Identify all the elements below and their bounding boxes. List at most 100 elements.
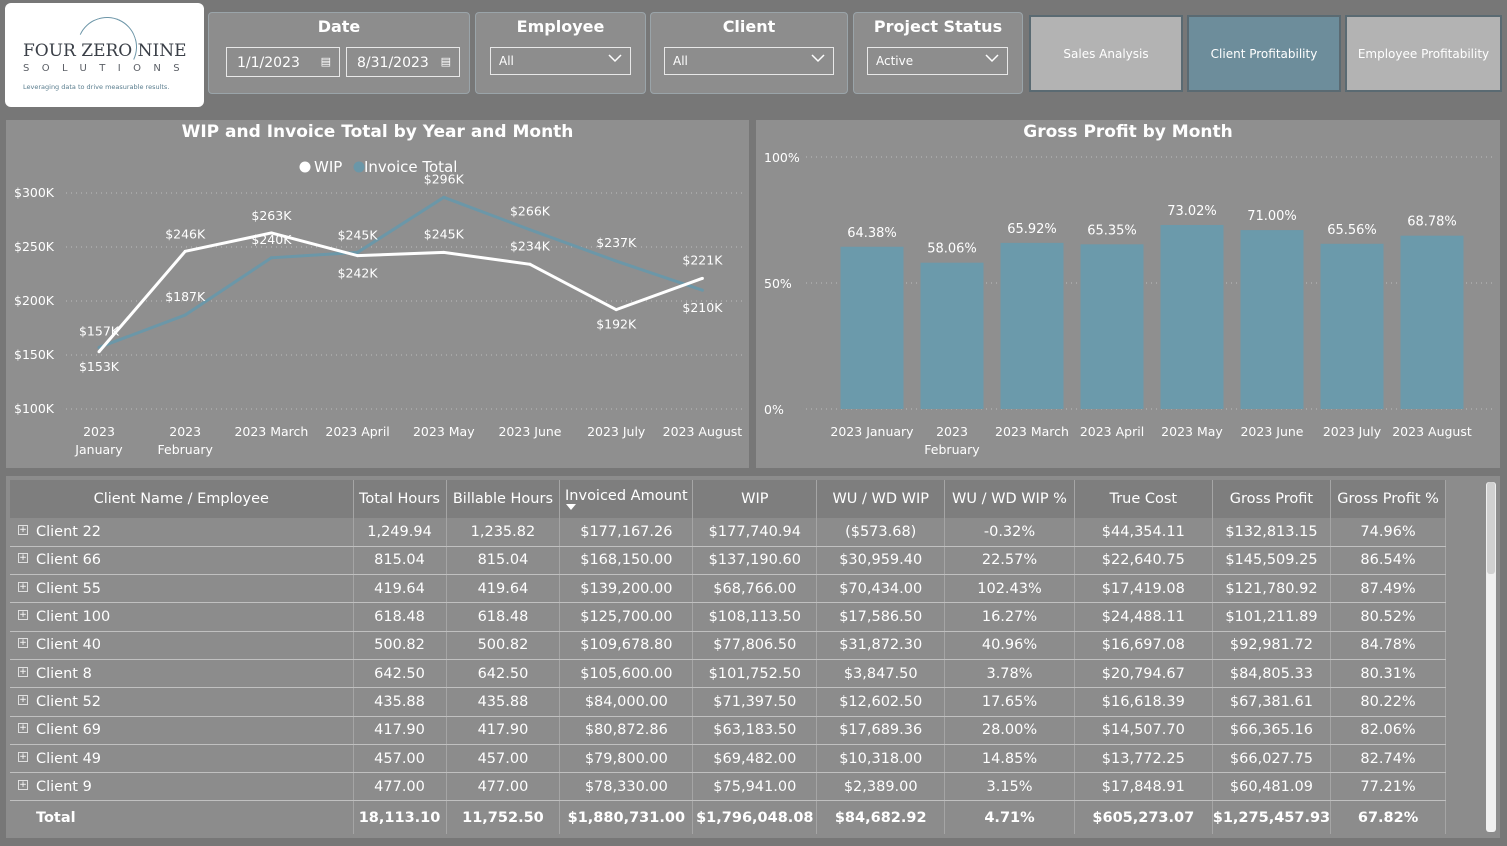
table-cell: $105,600.00	[559, 659, 694, 689]
end-date-input[interactable]: 8/31/2023 ▤	[346, 47, 460, 77]
data-point[interactable]	[97, 345, 101, 349]
project-status-dropdown[interactable]: Active	[867, 47, 1008, 75]
data-point[interactable]	[269, 231, 273, 235]
table-cell: $16,697.08	[1074, 631, 1213, 660]
column-header-wu-wd-wip[interactable]: WU / WD WIP	[816, 480, 946, 518]
data-point[interactable]	[442, 195, 446, 199]
employee-dropdown[interactable]: All	[490, 47, 631, 75]
legend-invoice-marker	[353, 161, 365, 173]
chevron-down-icon[interactable]	[985, 51, 999, 65]
table-cell: $3,847.50	[816, 659, 946, 689]
client-profitability-button[interactable]: Client Profitability	[1187, 15, 1341, 92]
bar[interactable]	[1000, 242, 1064, 409]
expand-icon[interactable]: +	[18, 666, 28, 677]
gross-profit-bar-chart[interactable]: 0% 50% 100% 64.38% 2023 January 58.06% 2023 Feb…	[756, 120, 1500, 468]
wip-data-label: $245K	[424, 226, 465, 241]
series-line-wip[interactable]	[97, 231, 703, 353]
table-row[interactable]: + Client 66 815.04 815.04 $168,150.00 $137,19…	[10, 546, 1446, 576]
chevron-down-icon[interactable]	[811, 51, 825, 65]
table-cell: $63,183.50	[692, 716, 818, 745]
employee-profitability-button[interactable]: Employee Profitability	[1345, 15, 1502, 92]
table-row[interactable]: + Client 22 1,249.94 1,235.82 $177,167.26 $17…	[10, 518, 1446, 547]
column-header-wu-wd-wip-pct[interactable]: WU / WD WIP %	[944, 480, 1075, 518]
table-cell: 16.27%	[944, 602, 1075, 632]
bar[interactable]	[1400, 235, 1464, 409]
wip-data-label: $234K	[510, 238, 551, 253]
table-row[interactable]: + Client 40 500.82 500.82 $109,678.80 $77,806…	[10, 631, 1446, 660]
bar[interactable]	[920, 262, 984, 409]
client-dropdown[interactable]: All	[664, 47, 834, 75]
data-point[interactable]	[614, 308, 618, 312]
x-tick-label: 2023 January	[74, 424, 123, 457]
bar[interactable]	[1320, 243, 1384, 409]
table-row[interactable]: + Client 49 457.00 457.00 $79,800.00 $69,482.…	[10, 744, 1446, 774]
column-header-client[interactable]: Client Name / Employee	[10, 480, 354, 518]
table-cell: $68,766.00	[692, 574, 818, 604]
data-point[interactable]	[269, 256, 273, 260]
expand-icon[interactable]: +	[18, 581, 28, 592]
table-cell: 435.88	[353, 687, 447, 717]
expand-icon[interactable]: +	[18, 610, 28, 621]
table-row[interactable]: + Client 8 642.50 642.50 $105,600.00 $101,752…	[10, 659, 1446, 689]
bar[interactable]	[1080, 244, 1144, 409]
data-point[interactable]	[183, 313, 187, 317]
table-row[interactable]: + Client 69 417.90 417.90 $80,872.86 $63,183.…	[10, 716, 1446, 745]
column-header-invoiced-amount[interactable]: Invoiced Amount	[559, 480, 694, 518]
expand-icon[interactable]: +	[18, 553, 28, 564]
wip-invoice-line-chart[interactable]: $100K $150K $200K $250K $300K WIP Invoice Tota…	[6, 120, 749, 468]
column-header-wip[interactable]: WIP	[692, 480, 818, 518]
expand-icon[interactable]: +	[18, 638, 28, 649]
bar[interactable]	[840, 246, 904, 409]
data-point[interactable]	[528, 262, 532, 266]
table-cell: 40.96%	[944, 631, 1075, 660]
column-header-gross-profit-pct[interactable]: Gross Profit %	[1330, 480, 1446, 518]
table-scrollbar-thumb[interactable]	[1487, 482, 1495, 574]
data-point[interactable]	[356, 250, 360, 254]
table-cell: 3.78%	[944, 659, 1075, 689]
table-scrollbar[interactable]	[1486, 482, 1496, 832]
column-header-total-hours[interactable]: Total Hours	[353, 480, 447, 518]
data-point[interactable]	[614, 259, 618, 263]
data-point[interactable]	[97, 350, 101, 354]
client-name-cell: + Client 100	[10, 602, 354, 632]
table-cell: $84,805.33	[1212, 659, 1332, 689]
table-cell: 22.57%	[944, 546, 1075, 576]
start-date-input[interactable]: 1/1/2023 ▤	[226, 47, 340, 77]
table-cell: $24,488.11	[1074, 602, 1213, 632]
chevron-down-icon[interactable]	[608, 51, 622, 65]
series-line-invoice-total[interactable]	[98, 195, 703, 349]
expand-icon[interactable]: +	[18, 779, 28, 790]
data-point[interactable]	[700, 288, 704, 292]
client-name-cell: + Client 22	[10, 518, 354, 547]
client-name-cell: + Client 49	[10, 744, 354, 774]
table-row[interactable]: + Client 55 419.64 419.64 $139,200.00 $68,766…	[10, 574, 1446, 604]
calendar-icon[interactable]: ▤	[320, 55, 331, 68]
data-point[interactable]	[356, 254, 360, 258]
bar[interactable]	[1160, 224, 1224, 409]
table-cell: $69,482.00	[692, 744, 818, 774]
x-tick-label: 2023 June	[1240, 424, 1303, 439]
expand-icon[interactable]: +	[18, 694, 28, 705]
bar[interactable]	[1240, 230, 1304, 409]
table-row[interactable]: + Client 52 435.88 435.88 $84,000.00 $71,397.…	[10, 687, 1446, 717]
data-point[interactable]	[442, 250, 446, 254]
sort-descending-icon[interactable]	[566, 504, 577, 510]
column-header-billable-hours[interactable]: Billable Hours	[446, 480, 561, 518]
expand-icon[interactable]: +	[18, 751, 28, 762]
table-cell: 457.00	[446, 744, 561, 774]
x-tick-label: 2023 March	[234, 424, 308, 439]
column-header-true-cost[interactable]: True Cost	[1074, 480, 1213, 518]
data-point[interactable]	[183, 249, 187, 253]
sales-analysis-button[interactable]: Sales Analysis	[1029, 15, 1183, 92]
expand-icon[interactable]: +	[18, 524, 28, 535]
expand-icon[interactable]: +	[18, 723, 28, 734]
y-tick-label: $300K	[14, 185, 55, 200]
data-point[interactable]	[700, 276, 704, 280]
column-header-gross-profit[interactable]: Gross Profit	[1212, 480, 1332, 518]
client-name: Client 69	[36, 722, 102, 739]
client-name: Client 8	[36, 665, 92, 682]
table-row[interactable]: + Client 100 618.48 618.48 $125,700.00 $108,1…	[10, 602, 1446, 632]
calendar-icon[interactable]: ▤	[440, 55, 451, 68]
table-row[interactable]: + Client 9 477.00 477.00 $78,330.00 $75,941.0…	[10, 772, 1446, 802]
data-point[interactable]	[528, 228, 532, 232]
